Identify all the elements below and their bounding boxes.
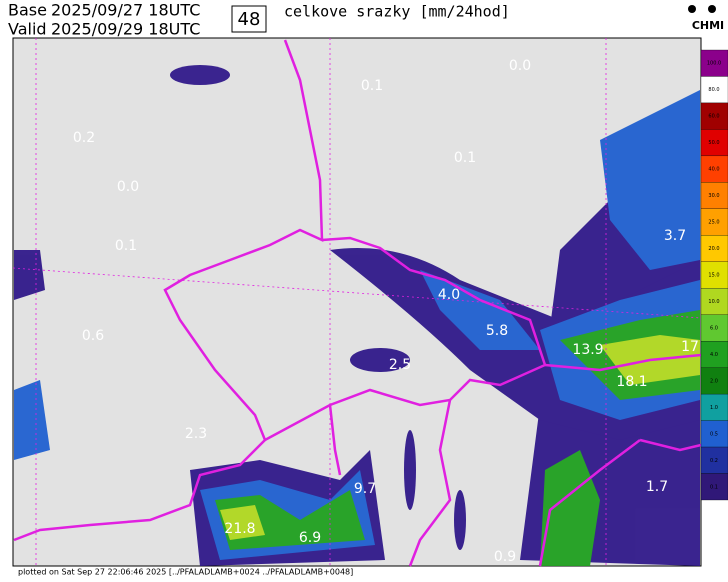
legend-label: 25.0 xyxy=(708,220,719,226)
product-title: celkove srazky [mm/24hod] xyxy=(284,3,510,21)
legend-swatch xyxy=(700,393,728,421)
legend-label: 30.0 xyxy=(708,193,719,199)
value-label: 0.2 xyxy=(73,130,95,146)
value-label: 0.1 xyxy=(361,78,383,94)
value-label: 13.9 xyxy=(572,342,603,358)
legend-swatch xyxy=(700,261,728,289)
legend-swatch xyxy=(700,76,728,104)
value-label: 3.7 xyxy=(664,228,686,244)
base-time: 2025/09/27 18UTC xyxy=(51,1,200,20)
legend-label: 0.5 xyxy=(710,431,718,437)
precip-area xyxy=(420,270,540,350)
legend-label: 60.0 xyxy=(708,114,719,120)
map-labels: 0.0 0.1 0.2 0.1 0.0 0.1 3.7 4.0 5.8 0.6 13.9 17 2.5 1… xyxy=(73,58,699,565)
precip-area xyxy=(14,250,45,300)
legend-label: 1.0 xyxy=(710,405,718,411)
legend-label: 40.0 xyxy=(708,167,719,173)
valid-time: 2025/09/29 18UTC xyxy=(51,20,200,39)
legend-label: 0.2 xyxy=(710,458,718,464)
graticule xyxy=(12,38,702,566)
precip-area xyxy=(454,490,466,550)
value-label: 0.0 xyxy=(117,179,139,195)
precip-area xyxy=(14,380,50,460)
value-label: 4.0 xyxy=(438,287,460,303)
value-label: 0.1 xyxy=(115,238,137,254)
legend-label: 20.0 xyxy=(708,246,719,252)
logo-dot xyxy=(708,5,716,13)
valid-label: Valid xyxy=(8,20,47,39)
lead-hours: 48 xyxy=(238,9,261,30)
precip-area xyxy=(350,348,410,372)
precip-area xyxy=(170,65,230,85)
value-label: 18.1 xyxy=(616,374,647,390)
precip-area xyxy=(220,505,265,540)
value-label: 17 xyxy=(681,339,699,355)
legend-label: 100.0 xyxy=(707,61,721,67)
value-label: 6.9 xyxy=(299,530,321,546)
legend-swatch xyxy=(700,446,728,474)
legend-swatch xyxy=(700,367,728,395)
legend-swatch xyxy=(700,473,728,501)
value-label: 2.5 xyxy=(389,357,411,373)
precip-area xyxy=(404,430,416,510)
precip-area xyxy=(600,90,700,270)
value-label: 21.8 xyxy=(224,521,255,537)
value-label: 0.1 xyxy=(454,150,476,166)
legend-label: 15.0 xyxy=(708,273,719,279)
legend-swatch xyxy=(700,49,728,77)
legend-swatch xyxy=(700,420,728,448)
value-label: 0.0 xyxy=(509,58,531,74)
logo-dot xyxy=(688,5,696,13)
legend-swatch xyxy=(700,235,728,262)
borders xyxy=(13,39,702,567)
value-label: 1.7 xyxy=(646,479,668,495)
legend-label: 0.1 xyxy=(710,484,718,490)
legend-label: 2.0 xyxy=(710,378,718,384)
legend-swatch xyxy=(700,155,728,183)
base-label: Base xyxy=(8,1,47,20)
footer: plotted on Sat Sep 27 22:06:46 2025 [../… xyxy=(18,568,353,577)
legend-label: 50.0 xyxy=(708,140,719,146)
legend-swatch xyxy=(700,341,728,368)
legend-label: 80.0 xyxy=(708,87,719,93)
value-label: 2.3 xyxy=(185,426,207,442)
legend-swatch xyxy=(700,288,728,315)
value-label: 5.8 xyxy=(486,323,508,339)
lead-box xyxy=(231,5,267,33)
logo: CHMI xyxy=(692,19,724,32)
legend-swatch xyxy=(700,102,728,130)
legend-swatch xyxy=(700,129,728,157)
legend-swatch xyxy=(700,208,728,236)
legend-label: 4.0 xyxy=(710,352,718,358)
legend-swatch xyxy=(700,182,728,209)
value-label: 0.9 xyxy=(494,549,516,565)
legend-label: 6.0 xyxy=(710,325,718,331)
precip-area xyxy=(540,450,600,566)
legend-swatch xyxy=(700,314,728,342)
legend-label: 10.0 xyxy=(708,299,719,305)
value-label: 9.7 xyxy=(354,481,376,497)
legend: 100.0 80.0 60.0 50.0 40.0 30.0 25.0 20.0 15.0 10.… xyxy=(700,49,728,501)
value-label: 0.6 xyxy=(82,328,104,344)
